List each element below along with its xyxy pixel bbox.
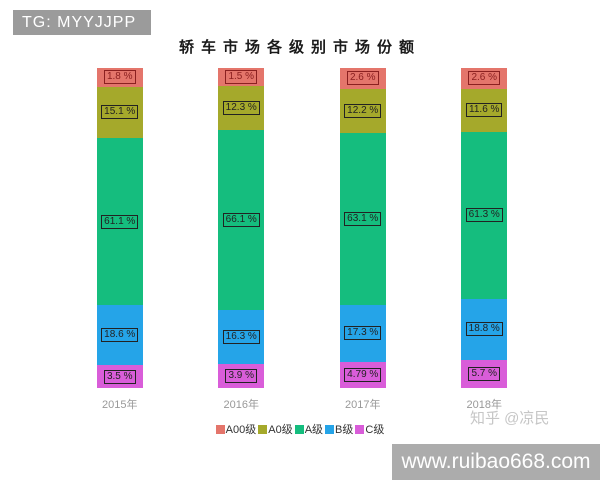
bar-column-2018年: 2.6 % 11.6 % 61.3 % 18.8 % 5.7 % 2018年 [461,68,508,411]
legend: A00级 A0级 A级 B级 C级 [0,421,600,437]
percentage-label: 61.1 % [101,214,139,229]
segment-A0级: 12.2 % [339,88,386,133]
percentage-label: 11.6 % [466,103,503,117]
segment-B级: 16.3 % [218,309,265,365]
bars-area: 1.8 % 15.1 % 61.1 % 18.6 % 3.5 % 2015年 1.5 % 12… [59,68,545,411]
percentage-label: 4.79 % [344,368,382,382]
legend-label: C级 [365,424,385,436]
segment-A00级: 1.8 % [96,68,143,87]
legend-item-B级: B级 [325,421,353,437]
x-axis-label: 2018年 [466,399,502,411]
percentage-label: 2.6 % [468,71,501,86]
segment-A0级: 15.1 % [96,86,143,139]
segment-C级: 4.79 % [339,362,386,388]
segment-A级: 63.1 % [339,133,386,305]
segment-B级: 18.8 % [461,298,508,360]
stacked-bar: 2.6 % 12.2 % 63.1 % 17.3 % 4.79 % [339,68,386,388]
site-watermark-bar: www.ruibao668.com [392,444,600,480]
legend-label: A级 [304,424,324,436]
percentage-label: 61.3 % [465,208,503,223]
x-axis-label: 2017年 [345,399,381,411]
legend-swatch [215,424,225,434]
segment-A00级: 2.6 % [461,68,508,89]
percentage-label: 5.7 % [468,366,501,381]
chart-title: 轿车市场各级别市场份额 [178,40,421,56]
stacked-bar: 1.8 % 15.1 % 61.1 % 18.6 % 3.5 % [96,68,143,388]
segment-A00级: 2.6 % [339,68,386,89]
percentage-label: 12.2 % [344,103,382,118]
segment-A0级: 11.6 % [461,88,508,132]
segment-A级: 66.1 % [218,130,265,310]
segment-B级: 17.3 % [339,304,386,363]
legend-label: B级 [335,424,354,436]
percentage-label: 12.3 % [222,101,260,116]
percentage-label: 66.1 % [222,213,260,227]
percentage-label: 18.8 % [465,322,503,337]
percentage-label: 3.5 % [103,369,136,384]
legend-swatch [258,424,268,434]
legend-item-A0级: A0级 [258,421,293,437]
segment-A级: 61.3 % [461,131,508,299]
bar-column-2015年: 1.8 % 15.1 % 61.1 % 18.6 % 3.5 % 2015年 [96,68,143,411]
legend-swatch [294,424,304,434]
segment-B级: 18.6 % [96,304,143,366]
zhihu-watermark: 知乎 @凉民 [470,410,550,427]
bar-column-2017年: 2.6 % 12.2 % 63.1 % 17.3 % 4.79 % 2017年 [339,68,386,411]
stacked-bar: 1.5 % 12.3 % 66.1 % 16.3 % 3.9 % [218,68,265,388]
stacked-bar: 2.6 % 11.6 % 61.3 % 18.8 % 5.7 % [461,68,508,388]
percentage-label: 2.6 % [346,71,379,86]
percentage-label: 18.6 % [101,328,139,343]
segment-C级: 5.7 % [461,359,508,388]
legend-label: A0级 [268,424,293,436]
legend-swatch [355,424,365,434]
percentage-label: 17.3 % [344,326,382,341]
segment-C级: 3.5 % [96,365,143,388]
x-axis-label: 2016年 [223,399,259,411]
bar-column-2016年: 1.5 % 12.3 % 66.1 % 16.3 % 3.9 % 2016年 [218,68,265,411]
segment-A级: 61.1 % [96,138,143,305]
segment-C级: 3.9 % [218,364,265,388]
percentage-label: 3.9 % [225,369,258,384]
legend-item-A级: A级 [294,421,324,437]
percentage-label: 15.1 % [101,105,139,120]
tg-watermark-badge: TG: MYYJJPP [13,10,151,35]
legend-item-A00级: A00级 [215,421,257,437]
segment-A00级: 1.5 % [218,68,265,86]
percentage-label: 1.5 % [225,69,258,84]
x-axis-label: 2015年 [102,399,138,411]
percentage-label: 63.1 % [344,211,382,226]
legend-label: A00级 [225,424,257,436]
segment-A0级: 12.3 % [218,85,265,131]
legend-swatch [325,424,335,434]
percentage-label: 1.8 % [103,70,136,85]
percentage-label: 16.3 % [222,329,260,344]
legend-item-C级: C级 [355,421,384,437]
